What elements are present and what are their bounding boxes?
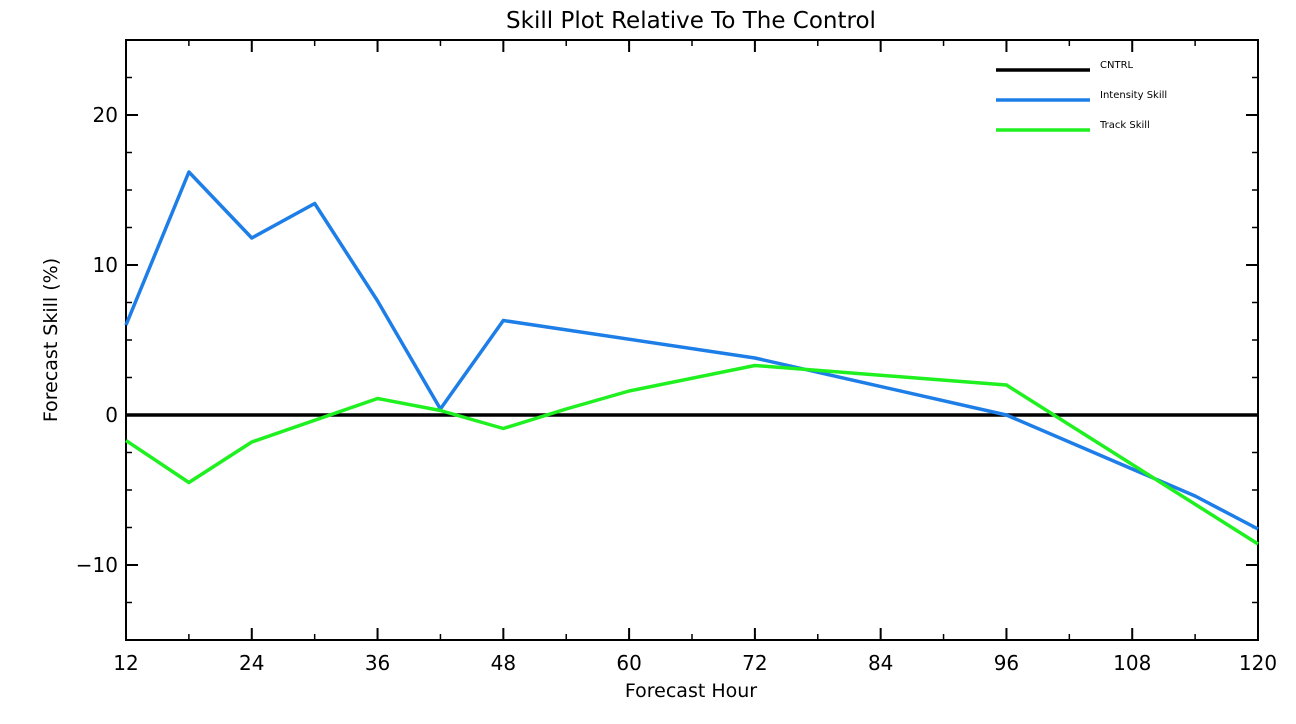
chart-title: Skill Plot Relative To The Control bbox=[506, 8, 876, 34]
y-tick-label: 10 bbox=[93, 253, 118, 277]
y-tick-labels: −10 0 10 20 bbox=[76, 103, 118, 577]
y-tick-label: 20 bbox=[93, 103, 118, 127]
series-line-track-skill bbox=[125, 363, 1259, 546]
legend-label: Track Skill bbox=[1099, 120, 1150, 131]
series-lines bbox=[124, 170, 1259, 546]
x-tick-label: 72 bbox=[742, 651, 767, 675]
x-tick-label: 24 bbox=[239, 651, 264, 675]
major-ticks bbox=[125, 40, 1259, 640]
x-tick-label: 96 bbox=[994, 651, 1019, 675]
x-tick-label: 60 bbox=[616, 651, 641, 675]
legend-label: CNTRL bbox=[1100, 60, 1134, 71]
x-tick-label: 108 bbox=[1113, 651, 1151, 675]
x-tick-labels: 12 24 36 48 60 72 84 96 108 120 bbox=[113, 651, 1277, 675]
x-tick-label: 120 bbox=[1239, 651, 1277, 675]
x-axis-label: Forecast Hour bbox=[625, 680, 757, 702]
x-tick-label: 48 bbox=[491, 651, 516, 675]
x-tick-label: 36 bbox=[365, 651, 390, 675]
y-tick-label: −10 bbox=[76, 553, 118, 577]
x-tick-label: 84 bbox=[868, 651, 893, 675]
legend: CNTRL Intensity Skill Track Skill bbox=[996, 60, 1167, 132]
y-tick-label: 0 bbox=[105, 403, 118, 427]
x-tick-label: 12 bbox=[113, 651, 138, 675]
y-axis-label: Forecast Skill (%) bbox=[40, 258, 62, 422]
series-line-intensity-skill bbox=[124, 170, 1259, 531]
legend-label: Intensity Skill bbox=[1100, 90, 1167, 101]
